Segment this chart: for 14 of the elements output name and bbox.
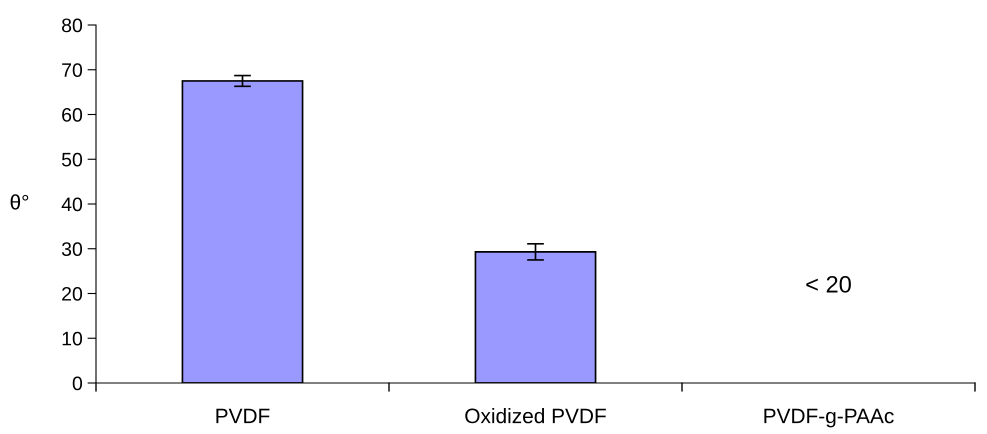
y-tick-label: 30 — [62, 242, 82, 256]
x-tick-label: Oxidized PVDF — [465, 408, 606, 424]
annotation: < 20 — [806, 276, 851, 293]
y-tick-label: 40 — [62, 197, 82, 212]
y-tick-label: 0 — [72, 376, 82, 390]
y-tick-label: 50 — [62, 152, 82, 166]
y-tick-label: 10 — [62, 332, 82, 346]
y-tick-label: 20 — [62, 286, 82, 301]
y-tick-label: 80 — [62, 18, 82, 32]
y-tick-label: 60 — [62, 108, 82, 122]
y-axis-title: θ° — [10, 194, 28, 210]
x-tick-label: PVDF — [216, 408, 270, 424]
x-tick-label: PVDF-g-PAAc — [764, 408, 894, 428]
y-tick-label: 70 — [62, 63, 82, 77]
